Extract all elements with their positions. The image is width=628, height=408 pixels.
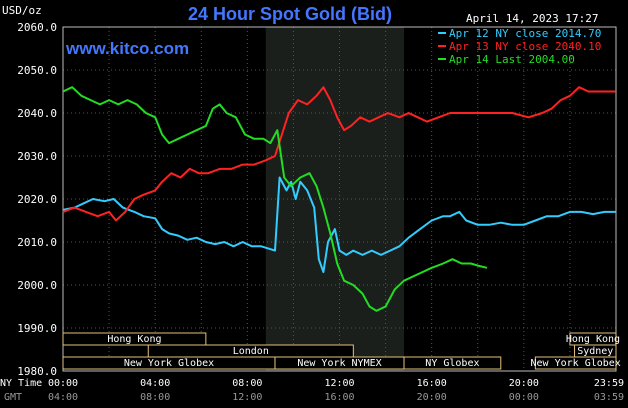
session-label: London — [233, 346, 269, 357]
x-tick-label-ny: 12:00 — [324, 378, 354, 389]
y-axis-ticks: 1980.0 1990.0 2000.0 2010.0 2020.0 2030.0 2040… — [17, 21, 57, 378]
session-label: New York Globex — [531, 358, 621, 369]
y-tick-label: 1990.0 — [17, 322, 57, 335]
y-tick-label: 2040.0 — [17, 107, 57, 120]
x-tick-label-gmt: 04:00 — [48, 392, 78, 403]
site-watermark: www.kitco.com — [65, 39, 189, 58]
plot-frame — [62, 26, 617, 372]
x-axis-gmt-label: GMT — [4, 392, 22, 403]
y-axis-label: USD/oz — [2, 4, 42, 17]
series-line — [62, 86, 488, 312]
legend-entry: Apr 12 NY close 2014.70 — [449, 27, 601, 40]
legend-entry: Apr 13 NY close 2040.10 — [449, 40, 601, 53]
x-tick-label-gmt: 20:00 — [417, 392, 447, 403]
series-line — [62, 86, 616, 222]
x-tick-label-gmt: 00:00 — [509, 392, 539, 403]
y-tick-label: 2030.0 — [17, 150, 57, 163]
x-tick-label-gmt: 08:00 — [140, 392, 170, 403]
nymex-highlight-window — [265, 27, 405, 371]
x-tick-label-ny: 16:00 — [417, 378, 447, 389]
x-tick-label-gmt: 03:59 — [594, 392, 624, 403]
x-tick-label-ny: 04:00 — [140, 378, 170, 389]
y-tick-label: 2010.0 — [17, 236, 57, 249]
session-label: New York Globex — [124, 358, 214, 369]
x-tick-label-ny: 08:00 — [232, 378, 262, 389]
chart-title: 24 Hour Spot Gold (Bid) — [188, 4, 392, 24]
y-tick-label: 2000.0 — [17, 279, 57, 292]
session-bar — [62, 332, 207, 346]
series-line — [62, 176, 616, 274]
session-label: Sydney — [577, 346, 613, 357]
legend-entry: Apr 14 Last 2004.00 — [449, 53, 575, 66]
session-label: New York NYMEX — [297, 358, 381, 369]
x-tick-label-gmt: 16:00 — [324, 392, 354, 403]
session-label: Hong Kong — [107, 334, 161, 345]
session-bar — [403, 356, 502, 370]
session-label: Hong Kong — [566, 334, 620, 345]
chart-grid — [63, 26, 616, 372]
y-tick-label: 2060.0 — [17, 21, 57, 34]
session-bar — [534, 356, 617, 370]
x-axis-ny-label: NY Time — [0, 378, 42, 389]
x-tick-label-ny: 20:00 — [509, 378, 539, 389]
x-tick-label-gmt: 12:00 — [232, 392, 262, 403]
y-tick-label: 1980.0 — [17, 365, 57, 378]
y-tick-label: 2050.0 — [17, 64, 57, 77]
x-tick-label-ny: 23:59 — [594, 378, 624, 389]
x-axis-ticks: 00:00 04:00 04:00 08:00 08:00 12:00 12:00 16:00… — [48, 378, 624, 403]
series-layer — [62, 86, 616, 312]
session-label: NY Globex — [425, 358, 479, 369]
x-tick-label-ny: 00:00 — [48, 378, 78, 389]
timestamp: April 14, 2023 17:27 — [466, 12, 598, 25]
y-tick-label: 2020.0 — [17, 193, 57, 206]
